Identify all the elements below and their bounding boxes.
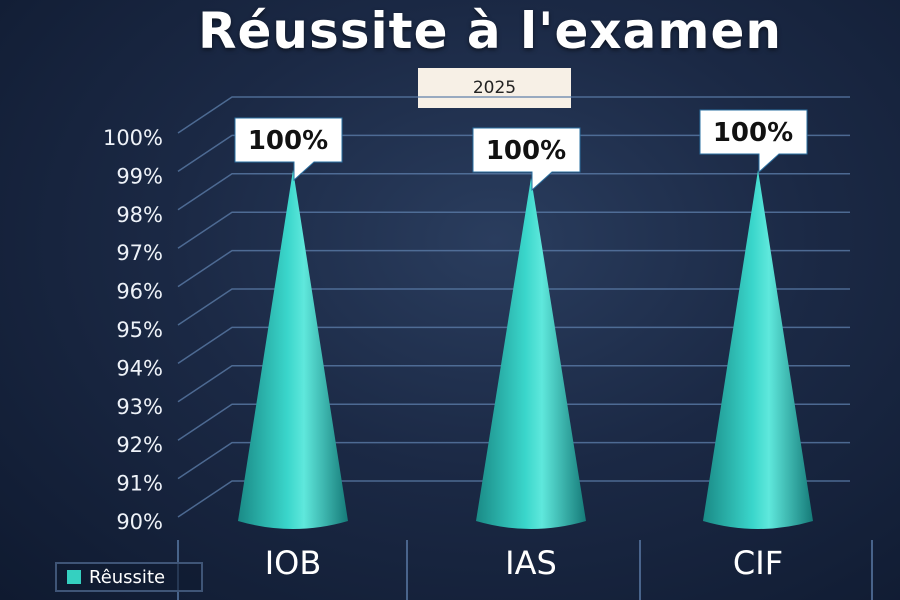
cone-bar xyxy=(703,170,813,529)
gridline xyxy=(177,249,850,288)
gridline xyxy=(177,288,850,326)
y-tick-label: 98% xyxy=(116,203,163,227)
y-tick-label: 91% xyxy=(116,472,163,496)
gridline xyxy=(177,441,850,480)
y-tick-label: 95% xyxy=(116,318,163,342)
data-label-box xyxy=(472,127,581,192)
y-tick-label: 99% xyxy=(116,164,163,188)
legend-swatch xyxy=(67,570,81,584)
chart-subtitle: 2025 xyxy=(418,68,571,108)
y-tick-label: 92% xyxy=(116,433,163,457)
data-label-box xyxy=(234,117,343,182)
cone-bar xyxy=(476,178,586,529)
y-tick-label: 96% xyxy=(116,280,163,304)
gridline xyxy=(177,365,850,403)
x-tick-label: IOB xyxy=(265,544,322,582)
legend: Rêussite xyxy=(55,562,203,592)
x-tick-label: CIF xyxy=(733,544,783,582)
data-label-box xyxy=(699,109,808,174)
y-tick-label: 97% xyxy=(116,241,163,265)
x-tick-label: IAS xyxy=(505,544,557,582)
cone-bar xyxy=(238,170,348,529)
gridline xyxy=(177,173,850,211)
gridline xyxy=(177,326,850,365)
y-tick-label: 100% xyxy=(103,126,163,150)
gridline xyxy=(177,211,850,249)
y-tick-label: 93% xyxy=(116,395,163,419)
data-label: 100% xyxy=(248,126,328,156)
gridline xyxy=(177,403,850,441)
gridline xyxy=(177,480,850,518)
legend-label: Rêussite xyxy=(89,566,166,588)
gridline xyxy=(177,96,850,134)
gridline xyxy=(177,134,850,173)
y-tick-label: 94% xyxy=(116,356,163,380)
chart-title: Réussite à l'examen xyxy=(198,2,782,60)
data-label: 100% xyxy=(713,118,793,148)
y-tick-label: 90% xyxy=(116,510,163,534)
data-label: 100% xyxy=(486,136,566,166)
